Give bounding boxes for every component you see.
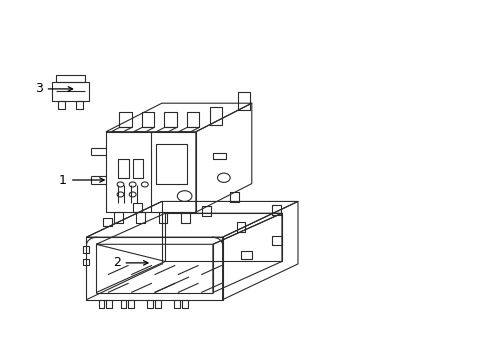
Text: 1: 1	[59, 174, 104, 186]
Text: 2: 2	[112, 256, 148, 269]
Text: 3: 3	[35, 82, 72, 95]
